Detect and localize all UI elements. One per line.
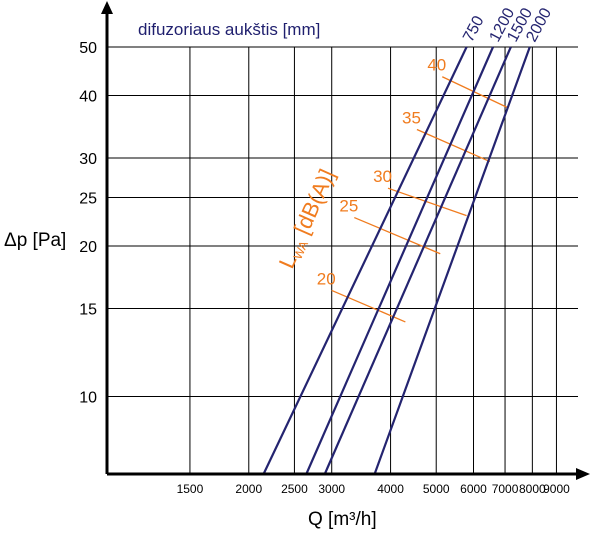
noise-level-label: 25 xyxy=(339,197,358,216)
y-tick-label: 25 xyxy=(79,191,97,208)
noise-level-label: 30 xyxy=(373,167,392,186)
series-line xyxy=(262,46,468,475)
x-tick-label: 5000 xyxy=(423,482,450,496)
series-lines xyxy=(262,46,531,475)
noise-level-line xyxy=(416,128,491,163)
noise-level-label: 40 xyxy=(427,56,446,75)
series-line xyxy=(373,46,531,475)
tick-labels: 1500 2000 2500 3000 4000 5000 6000 7000 80009000… xyxy=(79,40,570,496)
y-tick-label: 15 xyxy=(79,301,97,318)
x-tick-label: 2000 xyxy=(235,482,262,496)
noise-level-line xyxy=(387,187,467,217)
x-tick-label: 7000 xyxy=(492,482,519,496)
chart-title: difuzoriaus aukštis [mm] xyxy=(138,20,320,39)
y-axis-label: Δp [Pa] xyxy=(4,230,66,251)
x-axis-arrow xyxy=(576,468,590,480)
noise-level-line xyxy=(441,76,509,109)
y-tick-label: 20 xyxy=(79,239,97,256)
series-line xyxy=(323,46,512,475)
y-tick-label: 40 xyxy=(79,88,97,105)
x-tick-label: 9000 xyxy=(543,482,570,496)
noise-level-label: 35 xyxy=(402,108,421,127)
x-tick-label: 2500 xyxy=(281,482,308,496)
y-tick-label: 30 xyxy=(79,151,97,168)
series-line xyxy=(305,46,495,475)
x-axis-label: Q [m³/h] xyxy=(308,509,377,530)
x-tick-label: 3000 xyxy=(318,482,345,496)
y-tick-label: 10 xyxy=(79,390,97,407)
noise-level-label: 20 xyxy=(317,269,336,288)
x-tick-label: 8000 xyxy=(519,482,546,496)
x-tick-label: 1500 xyxy=(177,482,204,496)
x-tick-label: 6000 xyxy=(460,482,487,496)
y-tick-label: 50 xyxy=(79,40,97,57)
noise-level-line xyxy=(354,216,441,255)
grid-lines xyxy=(107,46,578,474)
x-tick-label: 4000 xyxy=(377,482,404,496)
axes xyxy=(101,1,590,480)
series-label: 750 xyxy=(460,13,488,45)
y-axis-arrow xyxy=(101,1,113,14)
noise-level-lines xyxy=(331,76,509,323)
